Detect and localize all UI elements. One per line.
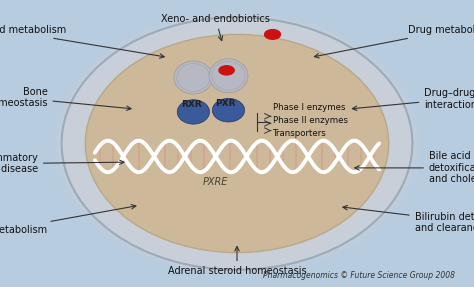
Text: Drug metabolism: Drug metabolism (314, 25, 474, 58)
Text: Bone
homeostasis: Bone homeostasis (0, 87, 131, 110)
Circle shape (219, 66, 234, 75)
Ellipse shape (177, 63, 210, 92)
Ellipse shape (174, 61, 213, 94)
Text: Bile acid
detoxification
and cholestasis: Bile acid detoxification and cholestasis (355, 151, 474, 185)
Ellipse shape (212, 98, 245, 122)
Ellipse shape (212, 61, 245, 90)
Ellipse shape (85, 34, 389, 253)
Circle shape (264, 30, 281, 39)
Ellipse shape (62, 17, 412, 270)
Text: PXR: PXR (215, 99, 236, 108)
Ellipse shape (209, 59, 248, 93)
Text: RXR: RXR (182, 100, 202, 109)
Text: Pharmacogenomics © Future Science Group 2008: Pharmacogenomics © Future Science Group … (263, 271, 455, 280)
Text: Xeno- and endobiotics: Xeno- and endobiotics (161, 14, 270, 41)
Ellipse shape (55, 12, 419, 275)
Text: Phase I enzymes
Phase II enzymes
Transporters: Phase I enzymes Phase II enzymes Transpo… (273, 103, 347, 138)
Text: Inflammatory
bowl disease: Inflammatory bowl disease (0, 153, 124, 174)
Text: Bilirubin detoxification
and clearance: Bilirubin detoxification and clearance (343, 205, 474, 233)
Text: Adrenal steroid homeostasis: Adrenal steroid homeostasis (168, 247, 306, 276)
Text: Retinoid acid metabolism: Retinoid acid metabolism (0, 25, 164, 58)
Text: PXRE: PXRE (203, 177, 228, 187)
Text: Lipid metabolism: Lipid metabolism (0, 205, 136, 234)
Ellipse shape (58, 15, 416, 272)
Text: Drug–drug
interactions: Drug–drug interactions (352, 88, 474, 110)
Ellipse shape (177, 100, 210, 124)
